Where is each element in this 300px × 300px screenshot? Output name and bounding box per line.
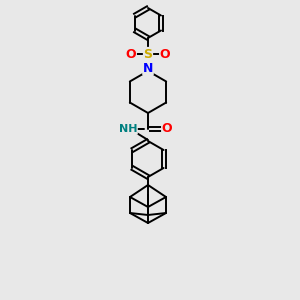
Text: S: S: [143, 47, 152, 61]
Text: O: O: [160, 47, 170, 61]
Text: NH: NH: [119, 124, 137, 134]
Text: N: N: [143, 61, 153, 74]
Text: O: O: [162, 122, 172, 136]
Text: O: O: [126, 47, 136, 61]
